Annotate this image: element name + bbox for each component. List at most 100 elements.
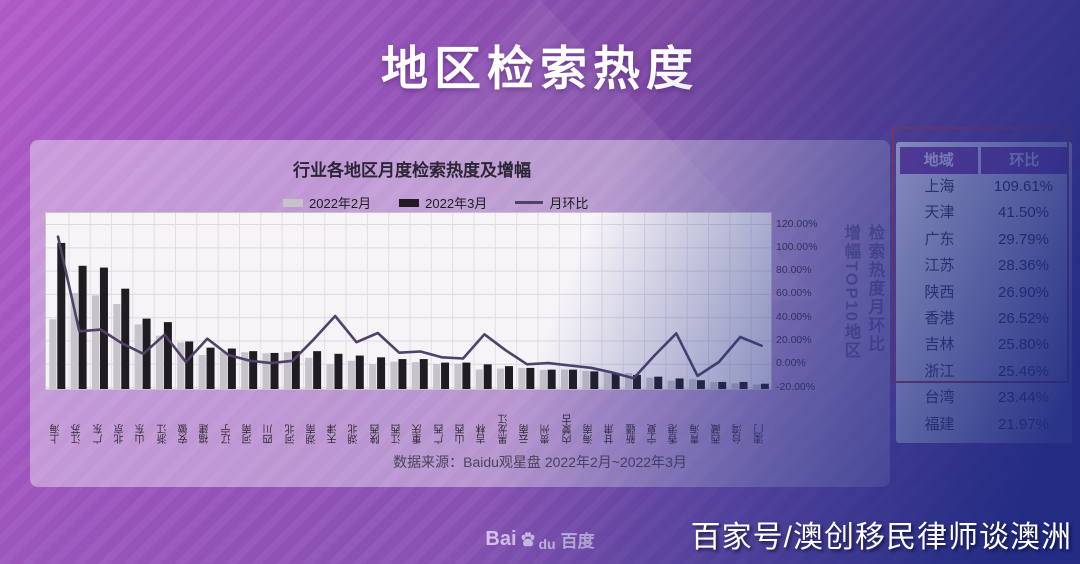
x-axis-label: 陕西 [370, 424, 382, 444]
mar-bar [718, 381, 727, 389]
mar-bar [270, 352, 279, 389]
y-axis-tick: 100.00% [776, 240, 818, 253]
x-axis-label: 黑龙江 [498, 414, 510, 444]
x-axis-label: 西藏 [711, 424, 723, 444]
mom-line-swatch [515, 201, 544, 204]
feb-bar [710, 382, 718, 389]
data-source-note: 数据来源：Baidu观星盘 2022年2月~2022年3月 [393, 454, 687, 470]
table-header-row: 地域 环比 [900, 147, 1068, 174]
feb-bar [497, 368, 505, 389]
legend-item-feb: 2022年2月 [283, 193, 371, 212]
x-axis-label: 澳门 [754, 424, 766, 444]
region-cell: 天津 [924, 204, 955, 222]
top10-table: 地域 环比 上海 109.61% 天津 41.50% 广东 29.79% 江苏 28.36% 陕… [896, 142, 1072, 443]
mar-bar [568, 369, 577, 389]
right-axis-caption: 检索热度月环比 增幅TOP10地区 [838, 224, 886, 439]
feb-bar [667, 380, 675, 389]
y-axis-tick: 120.00% [776, 217, 818, 230]
mar-bar [398, 359, 407, 389]
axis-caption-line: 检索热度月环比 [865, 224, 884, 354]
feb-bar-swatch [283, 198, 303, 207]
x-axis-label: 天津 [328, 424, 340, 444]
baidu-logo-text: Bai [485, 528, 517, 550]
watermark-text: 百家号/澳创移民律师谈澳洲 [690, 521, 1072, 554]
x-axis-label: 福建 [200, 424, 212, 444]
x-axis-label: 安徽 [178, 424, 190, 444]
mar-bar [334, 353, 343, 389]
x-axis-label: 浙江 [157, 424, 169, 444]
legend-item-mom: 月环比 [515, 193, 588, 212]
mar-bar [78, 265, 87, 389]
feb-bar [177, 342, 185, 389]
x-axis-label: 辽宁 [221, 424, 233, 444]
table-row: 香港 26.52% [900, 306, 1068, 332]
x-axis-label: 江西 [392, 424, 404, 444]
x-axis-label: 广东 [93, 424, 105, 444]
x-axis-label: 青海 [690, 424, 702, 444]
region-cell: 广东 [924, 230, 955, 248]
feb-bar [603, 371, 611, 389]
table-row: 江苏 28.36% [900, 253, 1068, 279]
x-axis-label: 贵州 [541, 424, 553, 444]
mar-bar [163, 322, 172, 389]
mom-value-cell: 25.46% [998, 362, 1049, 380]
x-axis-label: 香港 [669, 424, 681, 444]
feb-bar [560, 369, 569, 389]
mar-bar [526, 367, 535, 389]
x-axis-label: 甘肃 [605, 424, 617, 444]
feb-bar [518, 367, 526, 389]
x-axis-label: 新疆 [626, 424, 638, 444]
plot-area [45, 212, 773, 390]
mom-value-cell: 109.61% [993, 178, 1054, 195]
mar-bar [249, 351, 258, 389]
y-axis-tick: 0.00% [776, 357, 806, 370]
baidu-paw-icon [521, 531, 534, 546]
x-axis-label: 云南 [520, 424, 532, 444]
region-cell: 上海 [924, 178, 955, 195]
region-cell: 福建 [924, 415, 955, 433]
chart-title: 行业各地区月度检索热度及增幅 [293, 161, 531, 180]
axis-caption-line: 增幅TOP10地区 [841, 224, 860, 360]
feb-bar [731, 383, 739, 389]
table-row: 上海 109.61% [900, 174, 1068, 200]
region-cell: 台湾 [924, 389, 955, 407]
mar-bar [654, 376, 663, 389]
y-axis-tick: 40.00% [776, 310, 812, 323]
mar-bar [611, 373, 620, 389]
x-axis-label: 湖北 [349, 424, 361, 444]
x-axis-label: 台湾 [733, 424, 745, 444]
mar-bar [696, 380, 705, 389]
feb-bar [433, 364, 441, 389]
table-row: 陕西 26.90% [900, 280, 1068, 306]
table-row: 广东 29.79% [900, 227, 1068, 253]
legend-item-mar: 2022年3月 [399, 193, 487, 212]
mom-value-cell: 29.79% [998, 230, 1049, 248]
region-cell: 浙江 [924, 362, 955, 380]
y-axis-tick: 20.00% [776, 334, 812, 346]
x-axis-label: 海南 [584, 424, 595, 444]
mar-bar [760, 383, 769, 389]
x-axis-label: 上海 [51, 424, 62, 444]
legend-label: 月环比 [549, 196, 589, 211]
mar-bar [121, 288, 130, 389]
legend-label: 2022年2月 [309, 196, 372, 211]
mar-bar [419, 359, 428, 389]
feb-bar [198, 355, 206, 389]
feb-bar [411, 362, 419, 389]
feb-bar [688, 379, 697, 389]
mar-bar [590, 371, 599, 389]
x-axis-label: 内蒙古 [562, 414, 574, 444]
mom-value-cell: 26.52% [998, 309, 1049, 327]
x-axis-label: 广西 [434, 424, 446, 444]
feb-bar [219, 351, 228, 389]
feb-bar [91, 295, 100, 389]
mom-value-cell: 26.90% [998, 283, 1049, 301]
feb-bar [326, 364, 334, 389]
baidu-logo-text: du [538, 535, 556, 552]
mar-bar [377, 357, 386, 389]
mar-bar [483, 364, 492, 389]
x-axis-label: 山东 [136, 424, 148, 444]
x-axis-label: 宁夏 [647, 424, 659, 444]
feb-bar [475, 369, 483, 389]
feb-bar [646, 377, 654, 389]
